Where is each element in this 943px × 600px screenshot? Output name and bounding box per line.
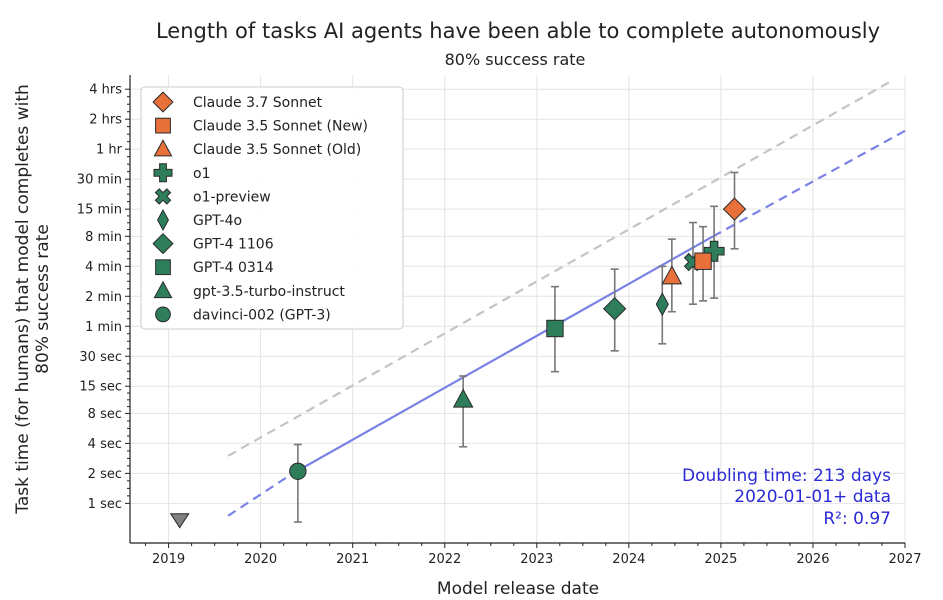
legend-label: gpt-3.5-turbo-instruct — [193, 284, 345, 300]
legend-entry: o1 — [153, 163, 210, 183]
x-ticks: 2019 2020 2021 2022 2023 2024 2025 2026 2027 — [145, 543, 922, 567]
axes — [129, 75, 905, 544]
annotation-r-squared: R²: 0.97 — [823, 509, 891, 529]
trend-line-2 — [712, 129, 906, 238]
y-tick-label: 1 min — [85, 320, 122, 335]
legend-entry: GPT-4o — [157, 209, 242, 231]
legend-marker — [153, 280, 173, 299]
x-tick-label: 2021 — [336, 552, 369, 567]
legend-label: davinci-002 (GPT-3) — [193, 307, 331, 323]
point-marker — [722, 197, 747, 221]
point-marker — [602, 296, 627, 321]
legend-label: GPT-4 1106 — [193, 237, 274, 253]
point-o1 — [703, 205, 725, 299]
legend-label: GPT-4 0314 — [193, 260, 274, 276]
chart-subtitle: 80% success rate — [445, 50, 586, 69]
y-tick-label: 4 hrs — [89, 83, 122, 98]
legend-marker — [157, 209, 169, 231]
x-tick-label: 2025 — [704, 552, 737, 567]
legend-marker — [152, 232, 174, 255]
trend-lines — [227, 81, 906, 517]
legend-entry: Claude 3.5 Sonnet (Old) — [153, 139, 361, 158]
legend-entry: Claude 3.7 Sonnet — [152, 91, 323, 113]
y-tick-label: 15 sec — [79, 380, 122, 395]
grid-lines — [130, 75, 906, 543]
chart-title: Length of tasks AI agents have been able… — [156, 19, 880, 43]
x-tick-label: 2024 — [612, 552, 645, 567]
legend: Claude 3.7 Sonnet Claude 3.5 Sonnet (New)… — [140, 86, 404, 330]
legend-marker — [153, 139, 173, 157]
legend-label: Claude 3.5 Sonnet (Old) — [193, 142, 361, 158]
point-gpt-4-0314 — [546, 285, 564, 373]
legend-marker — [154, 188, 172, 205]
annotation-doubling-time: Doubling time: 213 days — [682, 466, 891, 486]
x-tick-label: 2027 — [888, 552, 921, 567]
y-tick-label: 4 sec — [88, 437, 122, 452]
trend-line-1 — [227, 473, 292, 517]
x-tick-label: 2026 — [796, 552, 829, 567]
y-tick-label: 15 min — [77, 203, 122, 218]
legend-entry: o1-preview — [154, 188, 271, 205]
legend-entry: GPT-4 1106 — [152, 232, 274, 255]
legend-label: GPT-4o — [193, 213, 242, 229]
y-ticks: 1 sec 2 sec 4 sec 8 sec 15 sec 30 sec 1 min 2 m… — [77, 83, 130, 512]
y-tick-label: 8 sec — [88, 407, 122, 422]
x-tick-label: 2019 — [152, 552, 185, 567]
point-marker — [546, 319, 564, 338]
y-tick-label: 30 min — [77, 173, 122, 188]
y-tick-label: 2 sec — [88, 467, 122, 482]
point-gpt-4o — [655, 265, 669, 345]
trend-line-3 — [227, 81, 891, 457]
legend-entry: davinci-002 (GPT-3) — [155, 306, 331, 323]
legend-label: Claude 3.7 Sonnet — [193, 95, 323, 111]
point-marker — [703, 240, 725, 262]
legend-marker — [155, 259, 171, 276]
y-tick-label: 2 hrs — [89, 113, 122, 128]
x-axis-label: Model release date — [437, 579, 599, 599]
y-tick-label: 8 min — [85, 230, 122, 245]
x-tick-label: 2022 — [428, 552, 461, 567]
legend-marker — [153, 163, 173, 183]
point-davinci-002-gpt-3 — [289, 443, 307, 523]
legend-marker — [152, 91, 174, 113]
point-claude-3-5-sonnet-old — [661, 238, 683, 313]
point-claude-3-5-sonnet-new — [694, 225, 712, 302]
point-marker — [289, 462, 307, 480]
legend-marker — [155, 117, 171, 134]
legend-box — [140, 86, 404, 330]
annotations: Doubling time: 213 days 2020-01-01+ data… — [682, 466, 891, 529]
y-tick-label: 1 hr — [96, 143, 123, 158]
y-tick-label: 4 min — [85, 260, 122, 275]
trend-line-0 — [290, 235, 714, 476]
legend-label: Claude 3.5 Sonnet (New) — [193, 119, 368, 135]
point-marker — [452, 388, 474, 408]
y-tick-label: 2 min — [85, 290, 122, 305]
point-gpt-4-1106 — [602, 268, 627, 352]
extra-point-marker — [169, 513, 190, 529]
annotation-data-range: 2020-01-01+ data — [734, 487, 891, 507]
legend-label: o1-preview — [193, 189, 271, 205]
point-marker — [694, 252, 712, 270]
point-marker — [661, 265, 683, 285]
point-gpt-3-5-turbo-instruct — [452, 375, 474, 448]
legend-entry: Claude 3.5 Sonnet (New) — [155, 117, 368, 135]
y-tick-label: 1 sec — [88, 497, 122, 512]
x-tick-label: 2020 — [244, 552, 277, 567]
legend-entry: gpt-3.5-turbo-instruct — [153, 280, 345, 300]
legend-label: o1 — [193, 166, 210, 182]
point-marker — [655, 292, 669, 317]
y-axis-label: Task time (for humans) that model comple… — [13, 84, 53, 515]
legend-entry: GPT-4 0314 — [155, 259, 274, 276]
point-claude-3-7-sonnet — [722, 171, 747, 250]
x-tick-label: 2023 — [520, 552, 553, 567]
data-points — [169, 171, 747, 529]
legend-marker — [155, 306, 171, 323]
y-tick-label: 30 sec — [79, 350, 122, 365]
